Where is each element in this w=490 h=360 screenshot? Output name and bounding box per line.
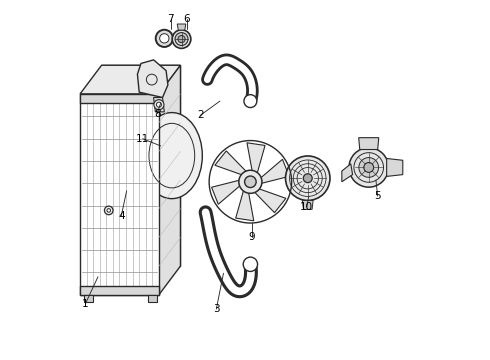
Text: 4: 4	[118, 211, 124, 221]
Circle shape	[286, 156, 330, 201]
Polygon shape	[247, 143, 265, 174]
Polygon shape	[159, 65, 180, 295]
Text: 11: 11	[136, 134, 149, 144]
Polygon shape	[212, 180, 241, 204]
Polygon shape	[260, 159, 289, 184]
Polygon shape	[254, 189, 286, 213]
Text: 3: 3	[213, 304, 220, 314]
Polygon shape	[177, 24, 186, 30]
Polygon shape	[137, 60, 168, 98]
Text: 5: 5	[374, 191, 381, 201]
Bar	[80, 286, 159, 295]
Circle shape	[175, 33, 188, 45]
Polygon shape	[148, 295, 157, 302]
Circle shape	[245, 176, 256, 188]
Polygon shape	[80, 65, 180, 94]
Polygon shape	[215, 151, 247, 175]
Circle shape	[156, 102, 161, 107]
Polygon shape	[84, 295, 93, 302]
Circle shape	[359, 158, 379, 177]
Polygon shape	[236, 190, 254, 221]
Polygon shape	[101, 65, 180, 266]
Text: 2: 2	[197, 111, 203, 121]
Polygon shape	[359, 138, 379, 149]
Circle shape	[239, 170, 262, 193]
Text: 6: 6	[184, 14, 190, 24]
Text: 10: 10	[300, 202, 313, 212]
Polygon shape	[80, 94, 159, 295]
Circle shape	[364, 162, 374, 172]
Ellipse shape	[141, 113, 202, 199]
Circle shape	[303, 174, 312, 183]
Circle shape	[156, 30, 173, 47]
Text: 8: 8	[154, 109, 160, 119]
Polygon shape	[302, 201, 313, 210]
Circle shape	[107, 208, 111, 212]
Polygon shape	[342, 164, 353, 182]
Polygon shape	[387, 158, 403, 176]
Circle shape	[243, 257, 258, 271]
Circle shape	[104, 206, 113, 215]
Circle shape	[178, 36, 185, 42]
Circle shape	[160, 34, 169, 43]
Circle shape	[154, 100, 164, 110]
Circle shape	[172, 30, 191, 48]
Circle shape	[244, 95, 257, 108]
Text: 7: 7	[168, 14, 174, 24]
Text: 1: 1	[82, 299, 89, 309]
Circle shape	[349, 148, 389, 187]
Polygon shape	[153, 98, 164, 112]
Text: 9: 9	[249, 232, 255, 242]
Bar	[80, 94, 159, 103]
